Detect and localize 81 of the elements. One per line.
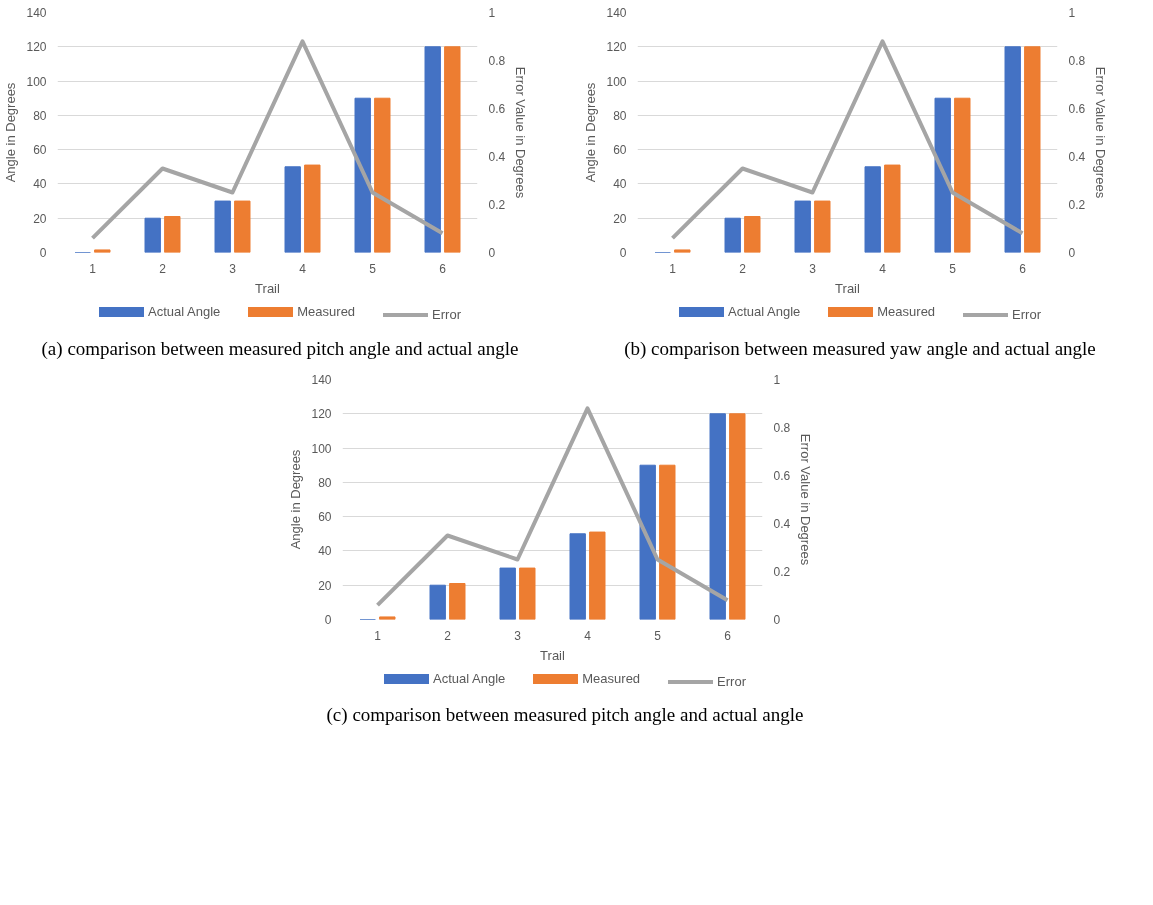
y-tick-label: 140 <box>606 6 627 20</box>
text: (b) comparison between measured yaw angle and actual angle <box>624 336 1096 361</box>
y2-tick-label: 0.2 <box>773 564 791 579</box>
y2-tick-label: 1 <box>773 372 781 387</box>
y-tick-label: 80 <box>33 108 47 123</box>
y2-tick-label: 0.8 <box>488 54 506 68</box>
y-tick-label: 140 <box>26 6 47 20</box>
y2-tick-label: 1 <box>1068 6 1076 20</box>
y-tick-label: 80 <box>613 108 627 123</box>
y2-tick-label: 1 <box>488 6 496 20</box>
y-tick-label: 60 <box>613 143 627 158</box>
y-tick-label: 120 <box>606 40 627 55</box>
y-tick-label: 60 <box>318 509 332 524</box>
x-tick-label: 4 <box>299 261 307 276</box>
y2-tick-label: 0.2 <box>488 198 506 212</box>
y2-tick-label: 0.6 <box>773 468 791 483</box>
y-tick-label: 0 <box>324 612 332 627</box>
legend-label: Actual Angle <box>728 303 801 321</box>
x-tick-label: 3 <box>229 261 237 276</box>
y-tick-label: 100 <box>606 74 627 89</box>
x-tick-label: 6 <box>1019 261 1027 276</box>
y-tick-label: 40 <box>33 177 47 192</box>
legend-label: Measured <box>297 303 356 321</box>
y2-tick-label: 0.8 <box>1068 54 1086 68</box>
text: (a) comparison between measured pitch angle and actual angle <box>41 336 519 361</box>
y2-tick-label: 0.6 <box>488 102 506 116</box>
x-tick-label: 4 <box>879 261 887 276</box>
y2-tick-label: 0 <box>773 612 781 627</box>
y-tick-label: 100 <box>311 441 332 456</box>
y-tick-label: 60 <box>33 143 47 158</box>
x-tick-label: 2 <box>159 261 167 276</box>
y-axis-title: Angle in Degrees <box>3 82 19 183</box>
y2-tick-label: 0.4 <box>773 516 791 531</box>
x-tick-label: 5 <box>949 261 957 276</box>
y-tick-label: 20 <box>318 578 332 593</box>
y2-axis-title: Error Value in Degrees <box>513 66 529 199</box>
y-axis-title: Angle in Degrees <box>583 82 599 183</box>
y-tick-label: 120 <box>311 406 332 421</box>
x-tick-label: 2 <box>444 628 452 643</box>
legend-label: Measured <box>582 669 641 688</box>
y-tick-label: 140 <box>311 372 332 387</box>
y-axis-title: Angle in Degrees <box>288 448 304 550</box>
y-tick-label: 20 <box>33 211 47 226</box>
x-tick-label: 2 <box>739 261 747 276</box>
x-tick-label: 1 <box>89 261 97 276</box>
y-tick-label: 40 <box>613 177 627 192</box>
y2-tick-label: 0.8 <box>773 420 791 435</box>
x-axis-title: Trail <box>255 280 281 296</box>
x-axis-title: Trail <box>835 280 861 296</box>
y2-tick-label: 0.6 <box>1068 102 1086 116</box>
legend-label: Actual Angle <box>433 669 506 688</box>
y2-tick-label: 0.2 <box>1068 198 1086 212</box>
legend-label: Measured <box>877 303 936 321</box>
x-tick-label: 4 <box>584 628 592 643</box>
y2-tick-label: 0 <box>1068 246 1076 260</box>
text: (c) comparison between measured pitch angle and actual angle <box>326 703 804 728</box>
y2-tick-label: 0.4 <box>488 150 506 164</box>
x-tick-label: 6 <box>724 628 732 643</box>
legend-label: Error <box>1012 306 1041 324</box>
legend-label: Actual Angle <box>148 303 221 321</box>
y-tick-label: 80 <box>318 475 332 490</box>
y2-axis-title: Error Value in Degrees <box>798 433 814 566</box>
x-tick-label: 5 <box>654 628 662 643</box>
x-tick-label: 3 <box>809 261 817 276</box>
y2-tick-label: 0 <box>488 246 496 260</box>
legend-label: Error <box>717 672 746 691</box>
y-tick-label: 0 <box>39 246 47 260</box>
y-tick-label: 100 <box>26 74 47 89</box>
x-tick-label: 1 <box>374 628 382 643</box>
y-tick-label: 120 <box>26 40 47 55</box>
x-tick-label: 1 <box>669 261 677 276</box>
y2-tick-label: 0.4 <box>1068 150 1086 164</box>
y-tick-label: 0 <box>619 246 627 260</box>
y2-axis-title: Error Value in Degrees <box>1093 66 1109 199</box>
x-axis-title: Trail <box>540 647 566 663</box>
x-tick-label: 3 <box>514 628 522 643</box>
y-tick-label: 40 <box>318 544 332 559</box>
x-tick-label: 5 <box>369 261 377 276</box>
legend-label: Error <box>432 306 461 324</box>
x-tick-label: 6 <box>439 261 447 276</box>
y-tick-label: 20 <box>613 211 627 226</box>
